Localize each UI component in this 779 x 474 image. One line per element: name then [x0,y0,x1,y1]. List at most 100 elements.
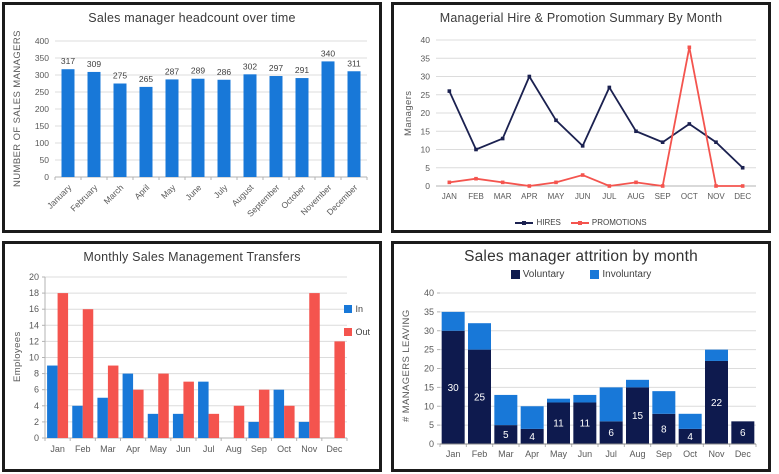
marker-HIRES [634,129,638,134]
legend-label-out: Out [355,327,370,337]
x-label: Feb [75,444,91,454]
marker-PROMOTIONS [740,184,745,188]
voluntary-bar-Mar [494,425,518,444]
x-label: FEB [468,192,484,201]
out-bar-Feb [82,309,94,438]
involuntary-swatch-icon [590,270,600,279]
x-label: Oct [683,449,698,459]
marker-PROMOTIONS [500,180,505,185]
x-label: Jan [50,444,65,454]
data-label: 309 [87,59,101,69]
tick-label: 16 [29,304,39,314]
x-label: Apr [126,444,140,454]
tick-label: 20 [424,364,434,374]
line-HIRES [448,74,744,169]
voluntary-bar-Apr [520,428,544,444]
x-label: Mar [100,444,116,454]
segment-label: 5 [503,430,509,441]
x-label: Aug [629,449,645,459]
panel-attrition: Sales manager attrition by month Volunta… [391,241,771,472]
segment-label: 4 [687,432,693,443]
tick-label: 400 [35,36,49,46]
tick-label: 25 [421,90,431,100]
bar-April [139,86,153,177]
headcount-title: Sales manager headcount over time [88,11,296,25]
legend-item-in: In [344,304,363,314]
marker-HIRES [607,85,612,90]
involuntary-bar-Apr [520,406,544,429]
tick-label: 12 [29,336,39,346]
involuntary-bar-Aug [626,379,649,388]
marker-PROMOTIONS [634,180,638,185]
involuntary-bar-Feb [468,323,491,350]
voluntary-bar-Jul [599,421,623,444]
legend-item-involuntary: Involuntary [590,269,651,280]
bar-September [269,76,283,177]
in-bar-Jul [198,381,209,438]
marker-HIRES [527,74,532,79]
marker-PROMOTIONS [580,173,585,177]
x-label: JUN [575,192,591,201]
x-label: July [212,182,230,200]
x-label: June [183,182,203,202]
x-label: May [159,182,178,201]
x-label: Sep [251,444,267,454]
promotions-line-marker-icon [570,220,589,225]
tick-label: 10 [29,353,39,363]
out-bar-Aug [233,405,245,438]
involuntary-bar-Nov [705,349,728,361]
in-bar-Mar [97,397,108,438]
tick-label: 30 [421,72,431,82]
tick-label: 20 [29,272,39,282]
tick-label: 250 [35,87,49,97]
segment-label: 8 [661,424,667,435]
in-bar-Jan [47,365,58,438]
bar-June [191,78,205,177]
x-label: Mar [498,449,514,459]
marker-PROMOTIONS [554,180,558,185]
transfers-bar-chart: 0 2 4 6 8 10 12 14 16 18 20 Jan Feb Mar Apr May Jun Jul Au… [29,272,348,454]
attrition-title: Sales manager attrition by month [464,248,698,265]
out-swatch-icon [344,328,353,336]
x-label: Dec [735,449,752,459]
in-bar-Sep [248,421,259,438]
x-label: Oct [277,444,292,454]
tick-label: 35 [424,307,434,317]
tick-label: 15 [421,126,431,136]
x-label: Dec [326,444,343,454]
marker-HIRES [740,165,745,170]
bar-December [347,71,361,177]
in-bar-Apr [122,373,134,438]
data-label: 302 [243,61,257,71]
x-label: AUG [627,192,644,201]
tick-label: 350 [35,53,49,63]
tick-label: 100 [35,138,49,148]
hire-promotion-title: Managerial Hire & Promotion Summary By M… [439,11,723,25]
x-label: JUL [602,192,617,201]
x-label: MAR [494,192,512,201]
x-label: Jun [578,449,593,459]
marker-PROMOTIONS [687,45,692,50]
tick-label: 150 [35,121,49,131]
involuntary-bar-Jan [441,311,465,331]
involuntary-bar-Jul [599,387,623,422]
x-label: SEP [655,192,671,201]
marker-PROMOTIONS [527,184,532,188]
tick-label: 8 [34,369,39,379]
out-bar-Sep [258,389,270,438]
tick-label: 0 [425,181,430,191]
marker-PROMOTIONS [447,180,452,185]
marker-HIRES [554,118,558,123]
marker-PROMOTIONS [714,184,718,188]
marker-PROMOTIONS [660,184,665,188]
marker-HIRES [714,140,718,144]
segment-label: 4 [529,432,535,443]
x-label: Feb [472,449,488,459]
tick-label: 200 [35,104,49,114]
in-bar-Oct [273,389,285,438]
tick-label: 40 [421,35,431,45]
out-bar-Jan [57,293,69,438]
legend-item-out: Out [344,327,370,337]
x-label: Sep [656,449,672,459]
